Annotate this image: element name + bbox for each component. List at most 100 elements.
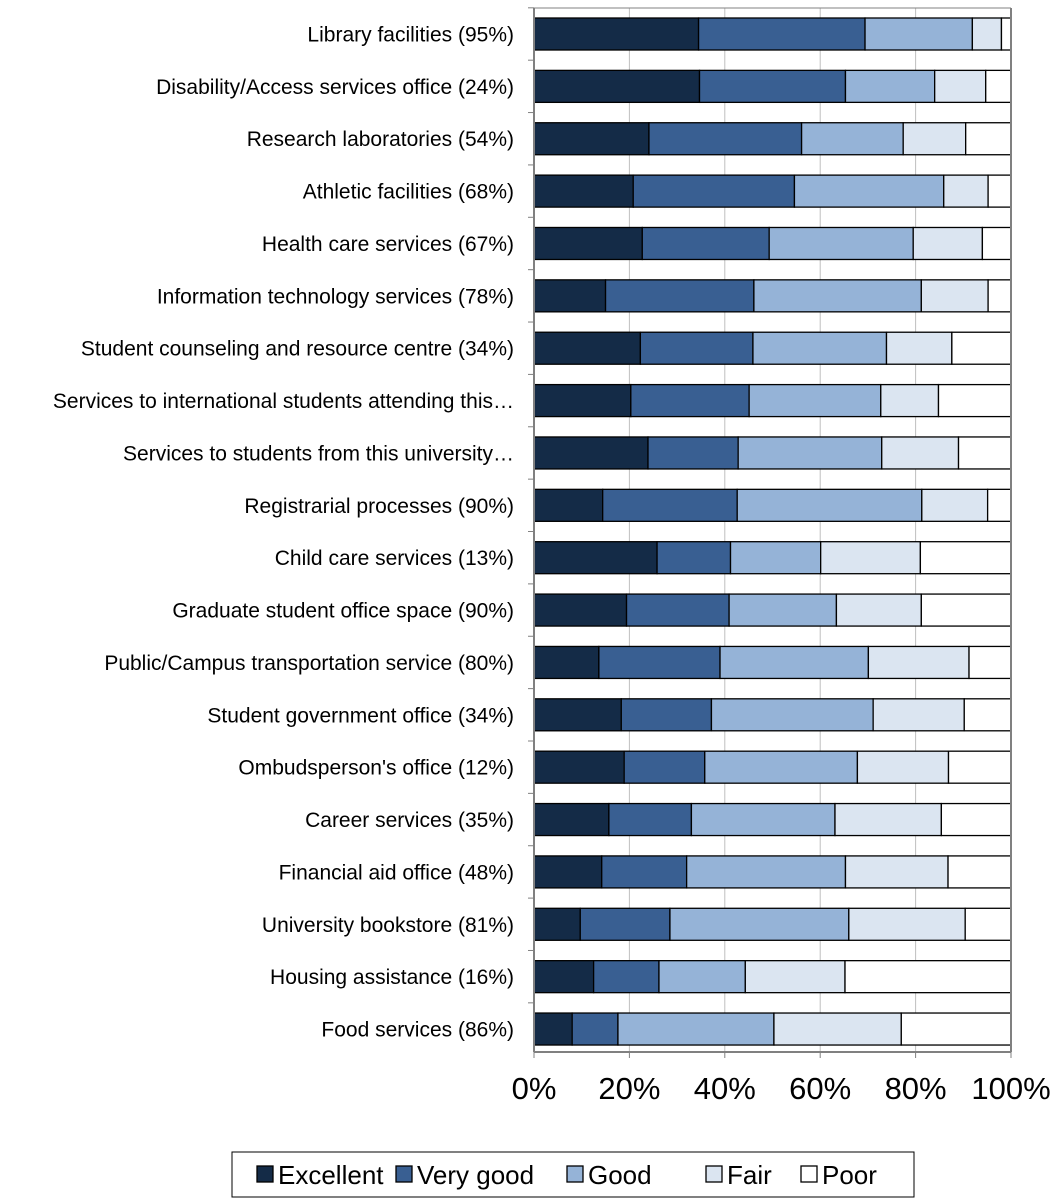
bar-segment-excellent: [533, 226, 643, 261]
category-labels: Library facilities (95%) Disability/Acces…: [53, 24, 514, 1042]
bar-segment-excellent: [533, 907, 581, 941]
category-label: Student counseling and resource centre (…: [81, 338, 514, 361]
category-label: Housing assistance (16%): [270, 966, 514, 989]
bar-segment-fair: [880, 383, 940, 418]
x-tick-label: 40%: [694, 1071, 756, 1106]
category-label: Services to international students atten…: [53, 390, 514, 413]
bar-segment-excellent: [533, 1012, 573, 1046]
bar-segment-poor: [987, 279, 1012, 313]
category-label: Graduate student office space (90%): [172, 600, 514, 623]
category-label: University bookstore (81%): [262, 914, 514, 937]
bar-segment-excellent: [533, 279, 607, 313]
bar-segment-excellent: [533, 174, 634, 208]
bar-segment-excellent: [533, 855, 603, 889]
bar-segment-very-good: [592, 960, 660, 994]
bar-segment-very-good: [579, 907, 671, 941]
bar-segment-poor: [986, 488, 1012, 522]
category-label: Registrarial processes (90%): [244, 495, 514, 518]
bar-segment-poor: [968, 645, 1012, 680]
category-label: Student government office (34%): [207, 704, 514, 727]
legend-swatch-good: [566, 1165, 584, 1183]
legend-swatch-excellent: [256, 1165, 274, 1183]
bar-segment-excellent: [533, 750, 625, 784]
bar-segment-fair: [820, 541, 922, 575]
category-label: Disability/Access services office (24%): [156, 76, 514, 99]
category-label: Food services (86%): [321, 1019, 514, 1042]
bar-segment-very-good: [639, 331, 754, 365]
bar-segment-very-good: [648, 122, 803, 156]
bar-segment-fair: [885, 331, 953, 365]
bar-segment-fair: [881, 436, 960, 470]
category-label: Public/Campus transportation service (80…: [104, 652, 514, 675]
bar-segment-good: [728, 593, 838, 627]
bar-segment-excellent: [533, 960, 595, 994]
gridlines: [628, 8, 917, 1052]
bar-segment-fair: [856, 750, 950, 784]
legend-label-poor: Poor: [822, 1160, 877, 1190]
bar-segment-poor: [951, 331, 1012, 365]
bar-segment-very-good: [641, 226, 770, 261]
bar-segment-good: [710, 698, 874, 732]
bar-segment-good: [658, 960, 746, 994]
bar-segment-very-good: [698, 69, 847, 104]
category-label: Ombudsperson's office (12%): [238, 757, 514, 780]
bar-segment-poor: [900, 1012, 1012, 1046]
bar-segment-excellent: [533, 331, 642, 365]
bar-segment-very-good: [601, 855, 688, 889]
bar-segment-fair: [934, 69, 987, 104]
legend-label-excellent: Excellent: [278, 1160, 384, 1190]
bar-segment-very-good: [625, 593, 730, 627]
legend: Excellent Very good Good Fair Poor: [231, 1151, 915, 1198]
bar-segment-fair: [844, 855, 949, 889]
bar-segment-poor: [844, 960, 1012, 994]
x-tick-label: 20%: [598, 1071, 660, 1106]
legend-swatch-fair: [705, 1165, 723, 1183]
bar-segment-good: [768, 226, 914, 261]
legend-label-fair: Fair: [727, 1160, 772, 1190]
tick-labels: 0% 20% 40% 60% 80% 100%: [512, 1071, 1051, 1106]
bar-segment-very-good: [608, 802, 693, 837]
bar-segment-good: [864, 17, 974, 51]
bar-segment-very-good: [604, 279, 755, 313]
bar-segment-excellent: [533, 436, 649, 470]
bar-segment-poor: [987, 174, 1012, 208]
bar-segment-fair: [848, 907, 966, 941]
category-label: Services to students from this universit…: [123, 442, 514, 465]
legend-swatch-very-good: [395, 1165, 413, 1183]
category-label: Research laboratories (54%): [247, 128, 514, 151]
bar-segment-good: [704, 750, 859, 784]
bar-segment-good: [800, 122, 904, 156]
bar-segment-good: [748, 383, 882, 418]
bar-segment-good: [690, 802, 836, 837]
category-label: Child care services (13%): [275, 547, 514, 570]
bar-segment-excellent: [533, 802, 610, 837]
bar-segment-poor: [947, 855, 1012, 889]
bar-segment-very-good: [620, 698, 713, 732]
bar-segment-good: [752, 331, 888, 365]
bars: [533, 17, 1012, 1046]
bar-segment-good: [719, 645, 870, 680]
bar-segment-poor: [957, 436, 1012, 470]
bar-segment-very-good: [602, 488, 738, 522]
bar-segment-fair: [921, 488, 989, 522]
bar-segment-excellent: [533, 645, 600, 680]
bar-segment-excellent: [533, 593, 628, 627]
bar-segment-poor: [937, 383, 1012, 418]
bar-segment-good: [685, 855, 847, 889]
bar-segment-very-good: [623, 750, 706, 784]
bar-segment-good: [844, 69, 936, 104]
x-tick-label: 0%: [512, 1071, 557, 1106]
category-label: Career services (35%): [305, 809, 514, 832]
bar-segment-excellent: [533, 541, 658, 575]
bar-segment-poor: [965, 122, 1012, 156]
bar-segment-fair: [912, 226, 984, 261]
bar-segment-poor: [985, 69, 1012, 104]
bar-segment-good: [736, 488, 923, 522]
bar-segment-fair: [902, 122, 967, 156]
bar-segment-very-good: [656, 541, 732, 575]
bar-segment-very-good: [647, 436, 739, 470]
bar-segment-poor: [919, 541, 1012, 575]
bar-segment-good: [729, 541, 822, 575]
category-label: Library facilities (95%): [307, 24, 514, 47]
bar-segment-excellent: [533, 122, 650, 156]
